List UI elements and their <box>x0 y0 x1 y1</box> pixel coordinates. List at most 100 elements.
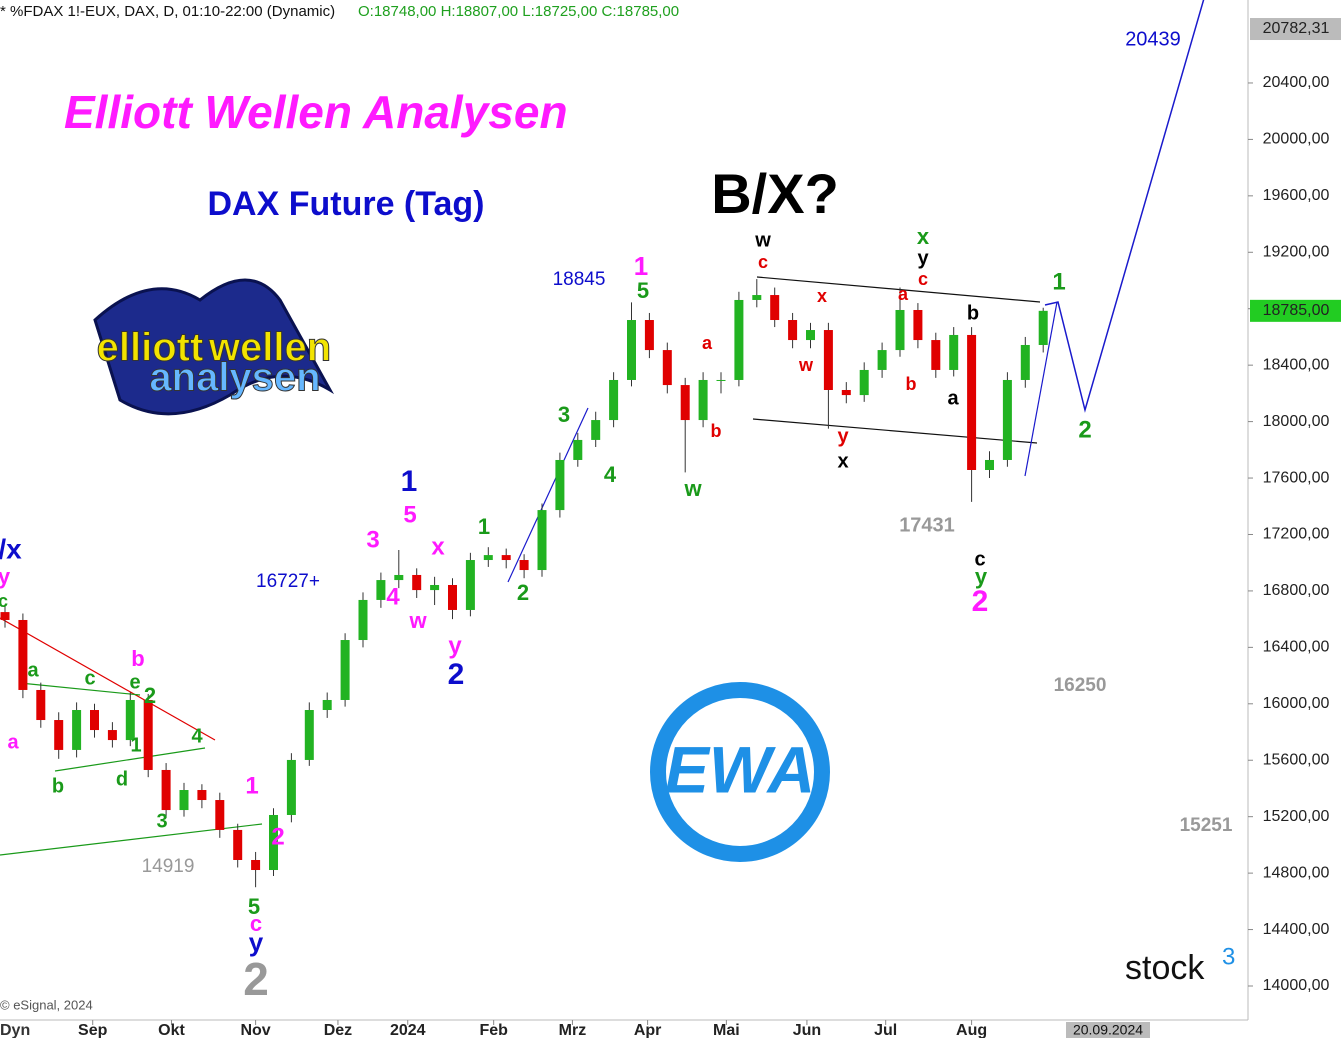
wave-label: b <box>52 775 64 797</box>
wave-label: 2 <box>517 580 529 605</box>
x-tick-label: Apr <box>634 1022 662 1038</box>
candle-body <box>573 439 583 460</box>
candle-body <box>752 295 762 300</box>
wave-label: w <box>798 355 814 375</box>
wave-label: /x <box>0 533 22 564</box>
x-tick-label: Sep <box>78 1022 108 1038</box>
candle-body <box>770 295 780 321</box>
wave-label: a <box>947 387 959 409</box>
candle-body <box>644 320 654 351</box>
ewa-text: EWA <box>665 732 815 806</box>
candle-body <box>806 330 815 341</box>
wave-label: y <box>975 564 988 589</box>
candle-body <box>680 385 690 421</box>
wave-label: 1 <box>401 465 418 498</box>
candle-body <box>591 420 601 440</box>
candle-body <box>483 555 493 561</box>
candle-body <box>698 379 708 421</box>
wave-label: y <box>448 632 462 659</box>
candle-body <box>376 580 386 600</box>
y-tick-label: 16000,00 <box>1263 695 1330 712</box>
wave-label: x <box>431 533 445 560</box>
candle-body <box>72 710 82 750</box>
wave-label: 18845 <box>553 269 606 290</box>
logo-text: elliott <box>97 326 204 370</box>
candle-body <box>233 829 243 860</box>
x-tick-label: Mrz <box>559 1022 587 1038</box>
wave-label: c <box>758 252 768 272</box>
wave-label: w <box>408 608 427 633</box>
x-tick-label: Nov <box>240 1022 270 1038</box>
wave-label: 2 <box>1078 416 1091 443</box>
wave-label: 5 <box>637 278 649 303</box>
wave-label: b <box>131 646 144 671</box>
stock-logo-sup: 3 <box>1222 943 1235 970</box>
price-box-label: 18785,00 <box>1263 302 1330 319</box>
title: Elliott Wellen Analysen <box>64 86 568 138</box>
flag <box>93 278 335 416</box>
candle-body <box>107 730 117 741</box>
wave-label: 2 <box>972 585 989 618</box>
candle-body <box>1002 379 1012 460</box>
wave-label: x <box>817 286 827 306</box>
wave-label: 1 <box>634 251 648 281</box>
wave-label: 1 <box>130 734 141 756</box>
trend-line <box>19 682 141 696</box>
wave-label: 2 <box>271 823 284 850</box>
price-box <box>1250 299 1341 322</box>
wave-label: 5 <box>403 501 416 528</box>
candle-body <box>36 689 46 721</box>
time-axis <box>0 1020 1248 1038</box>
x-axis: Sep Okt Nov Dez 2024 Feb Mrz Apr Mai Jun Jul Aug <box>78 1020 987 1038</box>
candle-body <box>895 309 905 351</box>
wave-label: 20439 <box>1125 28 1181 50</box>
candle-body <box>609 379 619 421</box>
projection-path <box>1044 0 1205 413</box>
candle-body <box>448 584 457 610</box>
y-tick-label: 15600,00 <box>1263 751 1330 768</box>
candle-body <box>143 699 153 770</box>
copyright: © eSignal, 2024 <box>0 997 93 1012</box>
date-box <box>1066 1022 1150 1038</box>
wave-label: b <box>967 302 979 324</box>
candle-body <box>430 584 440 591</box>
price-box-label: 20782,31 <box>1263 20 1330 37</box>
wave-label: 2 <box>144 683 156 708</box>
wave-label: y <box>0 564 11 589</box>
axis-mode: Dyn <box>0 1022 30 1038</box>
wave-label: a <box>7 731 19 753</box>
candle-body <box>340 640 350 700</box>
wave-label: 14919 <box>142 856 195 877</box>
y-tick-label: 17600,00 <box>1263 469 1330 486</box>
y-tick-label: 19200,00 <box>1263 244 1330 261</box>
wave-label: b <box>906 374 917 394</box>
y-tick-label: 17200,00 <box>1263 526 1330 543</box>
wave-label: y <box>837 425 849 447</box>
logo-text: analysen <box>149 356 320 400</box>
trend-lines <box>0 0 1205 856</box>
elliott-logo: elliott wellen analysen <box>93 278 335 416</box>
wave-label: 2 <box>448 658 465 691</box>
candle-body <box>859 369 869 396</box>
candle-body <box>269 814 278 871</box>
y-tick-label: 19600,00 <box>1263 187 1330 204</box>
candle-body <box>179 790 189 811</box>
candle-body <box>197 790 207 801</box>
y-tick-label: 20000,00 <box>1263 131 1330 148</box>
header-ohlc: O:18748,00 H:18807,00 L:18725,00 C:18785… <box>358 3 679 20</box>
candle-body <box>501 555 511 561</box>
candle-body <box>215 800 225 830</box>
wave-label: 16250 <box>1054 675 1107 696</box>
y-tick-label: 16800,00 <box>1263 582 1330 599</box>
trend-line <box>1024 301 1058 477</box>
candle-body <box>841 389 851 396</box>
candle-body <box>537 510 547 571</box>
logo-text: wellen <box>208 326 331 370</box>
candle-body <box>394 574 404 581</box>
candle-body <box>125 699 135 741</box>
channel-line <box>752 418 1038 444</box>
y-tick-label: 14400,00 <box>1263 921 1330 938</box>
y-tick-label: 15200,00 <box>1263 808 1330 825</box>
